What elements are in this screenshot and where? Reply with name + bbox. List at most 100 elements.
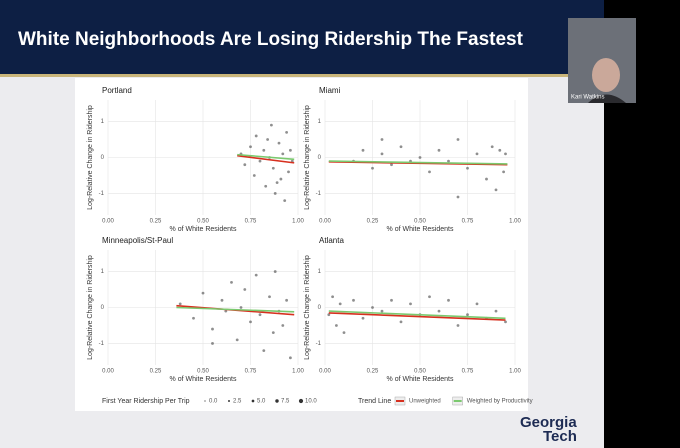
- data-point: [287, 170, 290, 174]
- data-point: [254, 134, 258, 138]
- legend-title: Trend Line: [358, 398, 391, 405]
- legend-title: First Year Ridership Per Trip: [102, 398, 190, 405]
- data-point: [428, 170, 431, 174]
- legend-label: Weighted by Productivity: [467, 399, 533, 405]
- x-tick-label: 0.50: [414, 369, 426, 375]
- data-point: [239, 306, 243, 309]
- x-tick-label: 0.25: [367, 369, 379, 375]
- data-point: [380, 309, 384, 313]
- data-point: [275, 181, 279, 185]
- data-point: [201, 291, 205, 295]
- data-point: [399, 145, 403, 149]
- data-point: [289, 356, 292, 360]
- y-tick-label: -1: [316, 341, 322, 347]
- data-point: [281, 152, 285, 156]
- data-point: [466, 166, 469, 170]
- y-tick-label: -1: [99, 341, 105, 347]
- logo-line1: Georgia: [520, 414, 577, 431]
- y-axis-label: Log-Relative Change in Ridership: [304, 255, 311, 360]
- data-point: [437, 148, 441, 152]
- data-point: [285, 130, 288, 134]
- data-point: [235, 338, 239, 342]
- title-banner: [0, 0, 604, 74]
- data-point: [361, 148, 365, 152]
- x-tick-label: 1.00: [292, 369, 304, 375]
- data-point: [437, 309, 441, 313]
- y-tick-label: -1: [99, 191, 105, 197]
- data-point: [494, 309, 498, 313]
- legend-size-label: 0.0: [209, 399, 218, 405]
- legend-size: [228, 400, 230, 402]
- panel-title: Portland: [102, 86, 132, 95]
- data-point: [277, 141, 281, 145]
- data-point: [271, 331, 275, 335]
- data-point: [409, 302, 412, 306]
- data-point: [371, 166, 374, 170]
- data-point: [262, 148, 266, 152]
- x-tick-label: 0.50: [197, 369, 209, 375]
- x-tick-label: 1.00: [509, 219, 521, 225]
- data-point: [243, 163, 247, 167]
- legend-size-label: 10.0: [305, 399, 317, 405]
- trend-line: [328, 310, 506, 320]
- data-point: [264, 184, 268, 188]
- x-axis-label: % of White Residents: [387, 376, 454, 383]
- data-point: [447, 159, 450, 163]
- data-point: [466, 313, 469, 317]
- data-point: [504, 152, 507, 156]
- data-point: [475, 302, 479, 306]
- data-point: [352, 298, 355, 302]
- data-point: [271, 166, 275, 170]
- legend-size-label: 2.5: [233, 399, 242, 405]
- y-tick-label: 0: [318, 155, 322, 161]
- data-point: [230, 280, 233, 284]
- x-tick-label: 0.25: [367, 219, 379, 225]
- data-point: [498, 148, 502, 152]
- data-point: [178, 302, 182, 306]
- legend-size: [204, 400, 206, 402]
- data-point: [485, 177, 488, 181]
- data-point: [338, 302, 342, 306]
- y-tick-label: 0: [101, 155, 105, 161]
- data-point: [289, 148, 292, 152]
- data-point: [268, 295, 271, 299]
- data-point: [342, 331, 346, 335]
- chart-image: [75, 78, 528, 411]
- legend-label: Unweighted: [409, 399, 441, 405]
- y-tick-label: 1: [101, 119, 105, 125]
- y-tick-label: -1: [316, 191, 322, 197]
- data-point: [273, 270, 277, 273]
- data-point: [371, 306, 374, 309]
- x-tick-label: 1.00: [292, 219, 304, 225]
- data-point: [390, 298, 393, 302]
- x-tick-label: 0.00: [319, 369, 331, 375]
- data-point: [252, 174, 256, 177]
- legend-size: [275, 399, 279, 403]
- y-axis-label: Log-Relative Change in Ridership: [87, 255, 94, 360]
- data-point: [254, 273, 258, 277]
- logo-line2: Tech: [543, 428, 577, 445]
- panel-title: Miami: [319, 86, 341, 95]
- x-tick-label: 0.75: [245, 219, 257, 225]
- video-body: [588, 94, 626, 103]
- x-tick-label: 0.00: [102, 219, 114, 225]
- y-axis-label: Log-Relative Change in Ridership: [304, 105, 311, 210]
- data-point: [504, 320, 507, 324]
- x-tick-label: 0.00: [102, 369, 114, 375]
- data-point: [475, 152, 479, 156]
- data-point: [380, 152, 384, 156]
- x-tick-label: 0.50: [197, 219, 209, 225]
- data-point: [380, 138, 384, 141]
- data-point: [258, 159, 262, 163]
- data-point: [243, 288, 247, 291]
- data-point: [211, 342, 214, 345]
- data-point: [490, 145, 494, 149]
- legend-size-label: 7.5: [281, 399, 290, 405]
- x-tick-label: 0.75: [245, 369, 257, 375]
- data-point: [502, 170, 505, 174]
- y-tick-label: 1: [101, 269, 105, 275]
- panel-title: Minneapolis/St-Paul: [102, 236, 173, 245]
- data-point: [335, 324, 338, 327]
- x-tick-label: 0.75: [462, 219, 474, 225]
